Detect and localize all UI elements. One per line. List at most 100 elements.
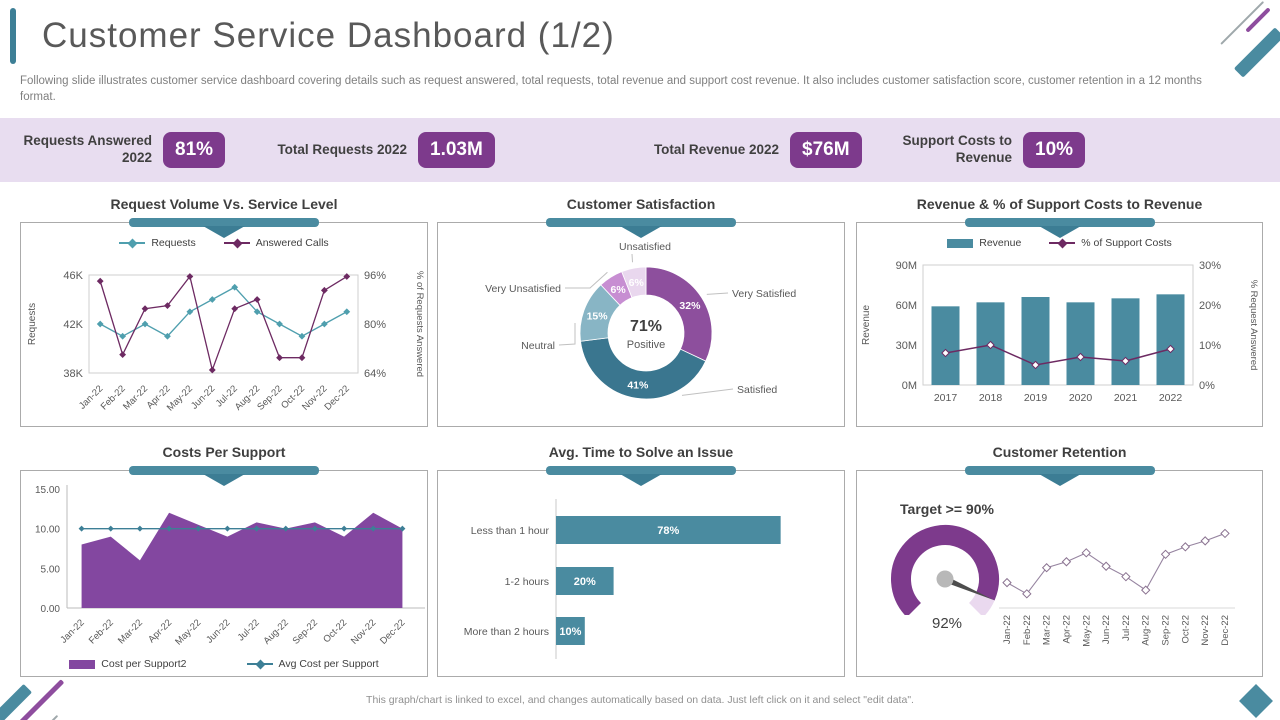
svg-text:Dec-22: Dec-22 (1220, 615, 1231, 646)
title-accent-bar (10, 8, 16, 64)
kpi-value-badge: 1.03M (418, 132, 495, 168)
title-ribbon (964, 466, 1155, 475)
revenue-support-costs-card: Revenue % of Support Costs 90M 60M 30M 0M 30… (856, 218, 1263, 427)
legend-label: Revenue (979, 237, 1022, 249)
svg-text:Nov-22: Nov-22 (1200, 615, 1211, 646)
svg-text:0%: 0% (1199, 380, 1215, 392)
legend-label: % of Support Costs (1081, 237, 1172, 249)
customer-retention-card: Target >= 90% 92% Jan-22 Feb-22 Mar-22 Apr-… (856, 466, 1263, 677)
costs-legend: Cost per Support2 Avg Cost per Support (21, 658, 427, 670)
svg-text:Jun-22: Jun-22 (189, 383, 217, 411)
svg-text:Revenue: Revenue (861, 305, 872, 345)
kpi-value-badge: $76M (790, 132, 862, 168)
kpi-label: Total Revenue 2022 (653, 141, 779, 157)
svg-text:Sep-22: Sep-22 (291, 617, 320, 646)
svg-text:2019: 2019 (1024, 392, 1048, 404)
svg-text:Dec-22: Dec-22 (322, 383, 351, 412)
svg-text:Jun-22: Jun-22 (1101, 615, 1112, 644)
svg-text:Mar-22: Mar-22 (121, 383, 150, 412)
title-ribbon (546, 466, 736, 475)
svg-text:64%: 64% (364, 368, 386, 380)
svg-text:% of Requests Answered: % of Requests Answered (414, 271, 425, 377)
retention-target-label: Target >= 90% (900, 501, 994, 517)
kpi-label: Total Requests 2022 (277, 141, 407, 157)
svg-text:Satisfied: Satisfied (737, 384, 777, 396)
page-title: Customer Service Dashboard (1/2) (42, 16, 615, 55)
svg-text:Jun-22: Jun-22 (204, 617, 232, 645)
svg-text:0.00: 0.00 (41, 604, 61, 615)
svg-text:Aug-22: Aug-22 (261, 617, 290, 646)
svg-text:Very Satisfied: Very Satisfied (732, 288, 796, 300)
chart-title-customer-retention: Customer Retention (992, 444, 1127, 460)
svg-text:71%: 71% (630, 318, 662, 335)
svg-text:Sep-22: Sep-22 (255, 383, 284, 412)
chart-title-customer-satisfaction: Customer Satisfaction (566, 196, 716, 212)
svg-text:6%: 6% (611, 284, 627, 296)
svg-text:Mar-22: Mar-22 (1042, 615, 1053, 645)
request-volume-legend: Requests Answered Calls (21, 237, 427, 249)
svg-text:2022: 2022 (1159, 392, 1183, 404)
svg-text:5.00: 5.00 (41, 564, 61, 575)
legend-label: Answered Calls (255, 237, 329, 249)
svg-text:Requests: Requests (27, 303, 38, 345)
svg-text:Neutral: Neutral (521, 340, 555, 352)
svg-text:20%: 20% (574, 576, 596, 588)
svg-text:Unsatisfied: Unsatisfied (619, 241, 671, 253)
customer-satisfaction-donut: 32% 41% 15% 6%6% Very Satisfied Satisfied Neut… (485, 241, 796, 400)
svg-text:41%: 41% (627, 379, 649, 391)
cost-per-support2-legend-swatch (69, 659, 96, 669)
svg-text:Jul-22: Jul-22 (236, 617, 262, 643)
request-volume-card: Requests Answered Calls 46K 42K 38K 96% 80% 6… (20, 218, 428, 427)
svg-text:Apr-22: Apr-22 (1061, 615, 1072, 644)
svg-text:1-2 hours: 1-2 hours (505, 576, 549, 588)
svg-text:20%: 20% (1199, 300, 1221, 312)
svg-text:Very Unsatisfied: Very Unsatisfied (485, 283, 561, 295)
svg-text:Apr-22: Apr-22 (146, 617, 174, 645)
svg-text:Dec-22: Dec-22 (378, 617, 407, 646)
costs-per-support-plot: 15.00 10.00 5.00 0.00 Jan-22 Feb-22 Mar-22 Apr-… (35, 485, 425, 647)
svg-text:2021: 2021 (1114, 392, 1138, 404)
svg-text:15%: 15% (587, 310, 609, 322)
chart-title-avg-time: Avg. Time to Solve an Issue (548, 444, 734, 460)
customer-satisfaction-card: 32% 41% 15% 6% 6% Very Satisfied Satisfied Neut… (437, 218, 845, 427)
avg-time-card: Less than 1 hour 78% 1-2 hours 20% More than… (437, 466, 845, 677)
svg-text:Positive: Positive (627, 339, 666, 351)
page-subtitle: Following slide illustrates customer ser… (20, 75, 1202, 103)
svg-text:2018: 2018 (979, 392, 1003, 404)
kpi-value-badge: 10% (1023, 132, 1086, 168)
svg-text:May-22: May-22 (173, 617, 203, 647)
svg-text:Aug-22: Aug-22 (1141, 615, 1152, 646)
retention-gauge-value: 92% (931, 615, 963, 632)
svg-text:2017: 2017 (934, 392, 958, 404)
svg-text:Jan-22: Jan-22 (1002, 615, 1013, 644)
chart-title-revenue-support-costs: Revenue & % of Support Costs to Revenue (916, 196, 1203, 212)
kpi-support-costs: Support Costs to Revenue 10% (880, 118, 1086, 182)
svg-text:Feb-22: Feb-22 (1022, 615, 1033, 645)
title-ribbon (964, 218, 1155, 227)
svg-text:10.00: 10.00 (35, 525, 60, 536)
svg-text:Less than 1 hour: Less than 1 hour (471, 525, 550, 537)
svg-text:15.00: 15.00 (35, 485, 60, 496)
revenue-support-costs-plot: 90M 60M 30M 0M 30% 20% 10% 0% Revenue % Request A… (861, 260, 1259, 404)
svg-text:Sep-22: Sep-22 (1161, 615, 1172, 646)
svg-text:42K: 42K (63, 319, 83, 331)
decor-line-bottom-left (34, 714, 58, 720)
decor-purple-bar-top-right (1245, 7, 1271, 33)
kpi-value-badge: 81% (163, 132, 226, 168)
svg-text:46K: 46K (63, 270, 83, 282)
decor-teal-bar-top-right (1233, 27, 1280, 78)
footer-note: This graph/chart is linked to excel, and… (366, 694, 914, 706)
support-costs-legend-swatch (1049, 238, 1076, 248)
svg-text:90M: 90M (896, 260, 917, 272)
svg-text:30%: 30% (1199, 260, 1221, 272)
title-ribbon (129, 218, 319, 227)
kpi-total-requests: Total Requests 2022 1.03M (275, 118, 495, 182)
svg-text:0M: 0M (902, 380, 917, 392)
kpi-label: Support Costs to Revenue (902, 133, 1013, 165)
svg-text:30M: 30M (896, 340, 917, 352)
svg-text:78%: 78% (657, 525, 679, 537)
legend-label: Requests (151, 237, 196, 249)
svg-text:10%: 10% (1199, 340, 1221, 352)
legend-label: Avg Cost per Support (278, 658, 379, 670)
